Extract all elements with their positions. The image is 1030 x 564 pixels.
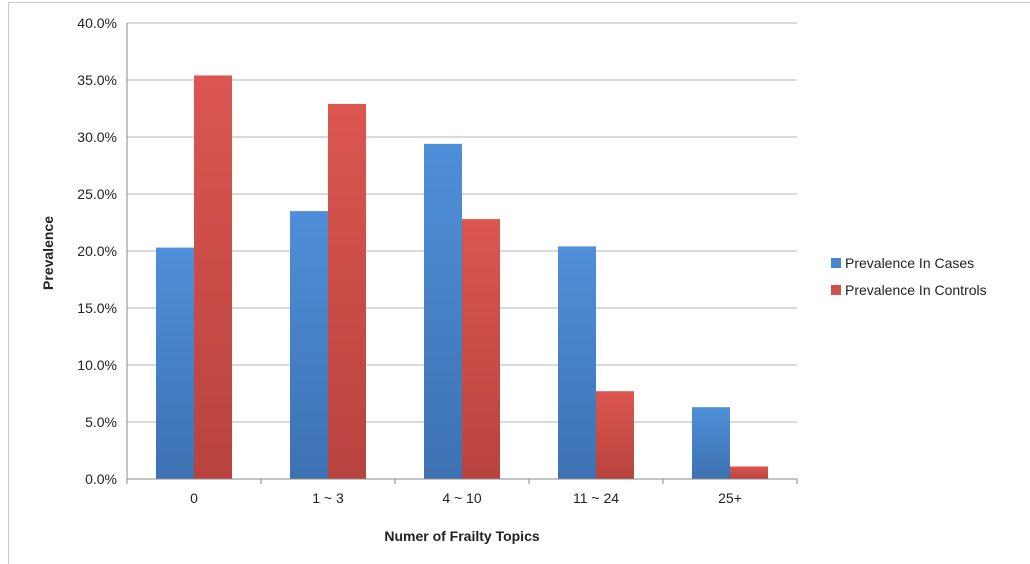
- bar-cases: [290, 211, 328, 479]
- bars: [156, 75, 768, 479]
- y-tick-label: 25.0%: [77, 186, 117, 202]
- bar-controls: [328, 103, 366, 479]
- bar-cases: [692, 407, 730, 479]
- x-tick-label: 1 ~ 3: [312, 490, 344, 506]
- legend-label-controls: Prevalence In Controls: [845, 282, 987, 298]
- y-tick-label: 10.0%: [77, 357, 117, 373]
- y-tick-label: 30.0%: [77, 129, 117, 145]
- axes: 0.0% 5.0% 10.0% 15.0% 20.0% 25.0% 30.0% 35.0% 40…: [77, 15, 798, 506]
- bar-cases: [558, 246, 596, 479]
- x-axis-title: Numer of Frailty Topics: [384, 528, 540, 544]
- legend-swatch-controls: [831, 285, 841, 295]
- y-tick-label: 40.0%: [77, 15, 117, 31]
- y-tick-label: 5.0%: [85, 414, 117, 430]
- y-tick-label: 15.0%: [77, 300, 117, 316]
- bar-controls: [730, 466, 768, 479]
- x-tick-label: 4 ~ 10: [442, 490, 482, 506]
- x-tick-label: 25+: [718, 490, 742, 506]
- x-tick-label: 0: [190, 490, 198, 506]
- bar-chart: 0.0% 5.0% 10.0% 15.0% 20.0% 25.0% 30.0% 35.0% 40…: [40, 15, 987, 544]
- legend: Prevalence In Cases Prevalence In Control…: [831, 255, 987, 298]
- bar-cases: [424, 143, 462, 479]
- y-tick-label: 20.0%: [77, 243, 117, 259]
- y-tick-label: 35.0%: [77, 72, 117, 88]
- bar-controls: [194, 75, 232, 479]
- chart-frame: 0.0% 5.0% 10.0% 15.0% 20.0% 25.0% 30.0% 35.0% 40…: [8, 2, 1030, 564]
- bar-controls: [596, 391, 634, 479]
- y-tick-label: 0.0%: [85, 471, 117, 487]
- bar-cases: [156, 247, 194, 479]
- x-tick-label: 11 ~ 24: [573, 490, 619, 506]
- legend-label-cases: Prevalence In Cases: [845, 255, 974, 271]
- y-axis-title: Prevalence: [40, 216, 56, 290]
- legend-swatch-cases: [831, 258, 841, 268]
- bar-controls: [462, 219, 500, 479]
